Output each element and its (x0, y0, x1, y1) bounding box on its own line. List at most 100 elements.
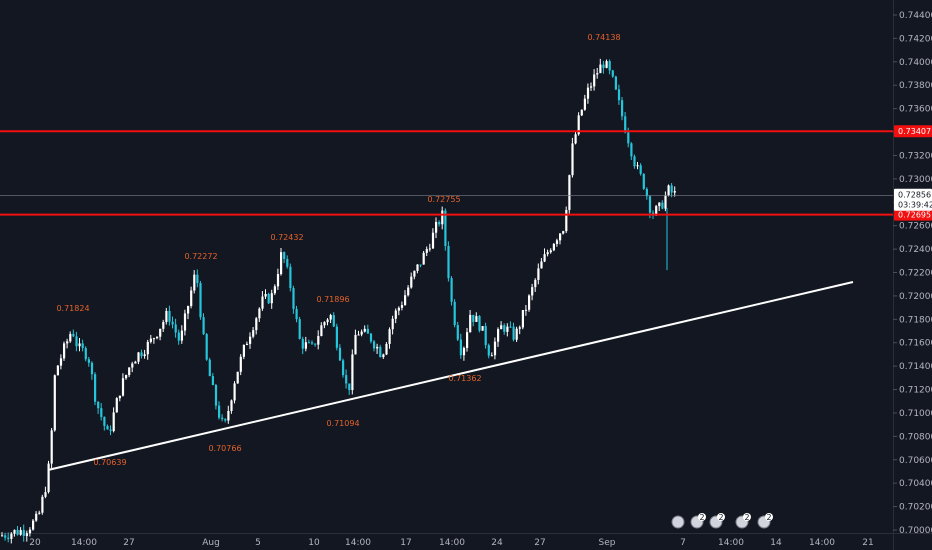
candle-body (376, 346, 379, 349)
candle-body (289, 266, 292, 289)
event-badge-count-bg (743, 513, 751, 521)
candle-body (481, 326, 484, 331)
candle-body (66, 341, 69, 344)
candle-body (323, 322, 326, 326)
candle-body (357, 334, 360, 336)
candle-body (661, 202, 664, 209)
candle-body (348, 383, 351, 391)
event-badge-count: 2 (718, 513, 723, 522)
swing-low-label: 0.70766 (208, 444, 241, 453)
candle-body (456, 325, 459, 340)
candle-body (394, 310, 397, 319)
candle-body (586, 87, 590, 99)
candle-body (329, 315, 332, 320)
candle-body (134, 361, 137, 364)
time-tick-label: 24 (491, 538, 503, 548)
candle-body (307, 342, 311, 344)
candle-body (422, 252, 425, 265)
candle-body (146, 341, 149, 355)
candle-body (16, 529, 19, 535)
candle-body (614, 76, 617, 90)
candle-body (168, 311, 171, 322)
candle-body (518, 327, 521, 329)
swing-high-label: 0.71896 (316, 295, 349, 304)
candle-body (211, 376, 214, 386)
time-tick-label: 14 (770, 538, 782, 548)
candle-body (447, 245, 450, 279)
event-badge-count: 2 (744, 513, 749, 522)
candle-body (149, 338, 152, 342)
candle-body (128, 367, 131, 375)
candle-body (59, 358, 63, 366)
candle-body (280, 252, 283, 275)
candle-body (75, 336, 78, 347)
candle-body (342, 360, 345, 376)
time-tick-label: 21 (862, 538, 873, 548)
candle-body (363, 328, 366, 332)
candle-body (7, 537, 10, 539)
candle-body (90, 362, 94, 375)
candle-body (131, 363, 134, 368)
candle-body (35, 513, 38, 521)
candle-body (87, 359, 90, 363)
candle-body (540, 261, 543, 269)
candle-body (32, 520, 35, 530)
candle-body (431, 232, 435, 249)
current-price-tag (894, 188, 932, 211)
candle-body (326, 319, 329, 323)
candle-body (565, 209, 568, 232)
candle-body (524, 309, 528, 311)
candle-body (617, 89, 621, 101)
candle-body (78, 343, 81, 347)
candle-body (273, 286, 276, 294)
candle-body (115, 398, 118, 413)
candle-body (320, 325, 323, 337)
candle-body (555, 240, 559, 244)
candle-body (574, 134, 577, 144)
time-tick-label: 27 (534, 538, 545, 548)
candle-body (484, 326, 487, 346)
candle-body (22, 530, 25, 537)
candle-body (255, 318, 258, 331)
candle-body (590, 86, 593, 88)
candle-body (267, 293, 270, 304)
candle-body (552, 243, 555, 251)
candle-body (599, 64, 602, 74)
level-price-tag (894, 208, 932, 221)
candle-body (112, 412, 115, 432)
candle-body (382, 354, 385, 358)
candle-body (233, 383, 236, 401)
event-badge-icon[interactable] (671, 515, 685, 529)
candle-body (261, 296, 264, 309)
candle-body (25, 533, 28, 537)
time-tick-label: 10 (308, 538, 320, 548)
candle-body (624, 116, 627, 133)
candle-body (559, 233, 562, 241)
candle-body (97, 401, 100, 409)
candle-body (270, 293, 273, 304)
candle-body (397, 307, 400, 311)
candle-body (379, 346, 382, 358)
trendline[interactable] (47, 281, 854, 471)
swing-high-label: 0.72272 (184, 252, 217, 261)
candle-body (264, 293, 267, 297)
time-tick-label: 14:00 (718, 538, 744, 548)
swing-high-label: 0.72755 (427, 195, 460, 204)
candle-body (230, 400, 233, 411)
candle-body (627, 132, 630, 144)
candle-body (242, 344, 245, 357)
candle-body (258, 308, 261, 319)
candle-body (162, 322, 165, 329)
candle-body (462, 347, 466, 356)
time-tick-label: 14:00 (439, 538, 465, 548)
